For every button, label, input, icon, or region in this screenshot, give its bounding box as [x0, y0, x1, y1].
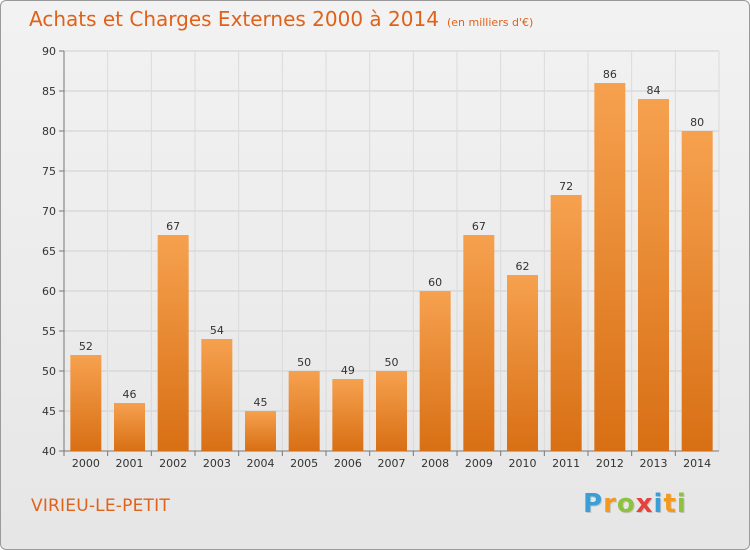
data-labels: 52 46 67 54 45 50 49 50 60 67 62 72 86 84 80 [79, 68, 704, 409]
town-name: VIRIEU-LE-PETIT [31, 496, 170, 516]
data-label: 84 [647, 84, 661, 97]
bar [201, 339, 233, 451]
data-label: 67 [472, 220, 486, 233]
bar [550, 195, 582, 451]
bar [419, 291, 451, 451]
bar [245, 411, 276, 451]
data-label: 60 [428, 276, 442, 289]
data-label: 50 [385, 356, 399, 369]
y-tick-label: 65 [42, 245, 56, 258]
y-tick-label: 70 [42, 205, 56, 218]
bar [463, 235, 495, 451]
y-tick-label: 60 [42, 285, 56, 298]
data-label: 49 [341, 364, 355, 377]
chart-title-text: Achats et Charges Externes 2000 à 2014 [29, 7, 439, 31]
x-tick-label: 2013 [640, 457, 668, 470]
x-tick-label: 2011 [552, 457, 580, 470]
data-label: 86 [603, 68, 617, 81]
x-tick-label: 2008 [421, 457, 449, 470]
data-label: 54 [210, 324, 224, 337]
data-label: 72 [559, 180, 573, 193]
data-label: 50 [297, 356, 311, 369]
y-tick-label: 90 [42, 45, 56, 58]
y-tick-label: 40 [42, 445, 56, 458]
x-tick-label: 2014 [683, 457, 711, 470]
bar [157, 235, 189, 451]
x-tick-label: 2012 [596, 457, 624, 470]
x-tick-label: 2004 [247, 457, 275, 470]
bar [70, 355, 102, 451]
data-label: 67 [166, 220, 180, 233]
x-tick-label: 2010 [509, 457, 537, 470]
y-tick-label: 80 [42, 125, 56, 138]
x-tick-label: 2005 [290, 457, 318, 470]
bar [594, 83, 626, 451]
bar [681, 131, 713, 451]
x-tick-label: 2006 [334, 457, 362, 470]
chart-subtitle: (en milliers d'€) [446, 16, 534, 29]
data-label: 80 [690, 116, 704, 129]
bar [114, 403, 145, 451]
bar [332, 379, 364, 451]
data-label: 45 [254, 396, 268, 409]
y-tick-labels: 40 45 50 55 60 65 70 75 80 85 90 [42, 45, 56, 458]
bar [638, 99, 669, 451]
y-tick-label: 50 [42, 365, 56, 378]
bars [70, 83, 713, 451]
chart-title: Achats et Charges Externes 2000 à 2014 (e… [29, 7, 533, 31]
x-tick-label: 2007 [378, 457, 406, 470]
x-tick-label: 2000 [72, 457, 100, 470]
y-tick-label: 55 [42, 325, 56, 338]
bar [376, 371, 407, 451]
x-tick-label: 2009 [465, 457, 493, 470]
x-tick-label: 2001 [116, 457, 144, 470]
data-label: 52 [79, 340, 93, 353]
x-tick-label: 2003 [203, 457, 231, 470]
bar [507, 275, 538, 451]
y-tick-label: 75 [42, 165, 56, 178]
data-label: 46 [123, 388, 137, 401]
x-tick-label: 2002 [159, 457, 187, 470]
y-tick-label: 85 [42, 85, 56, 98]
x-tick-labels: 2000 2001 2002 2003 2004 2005 2006 2007 2008 2009… [72, 457, 711, 470]
bar [288, 371, 320, 451]
data-label: 62 [516, 260, 530, 273]
proxiti-logo: Proxiti [583, 489, 687, 519]
y-tick-label: 45 [42, 405, 56, 418]
